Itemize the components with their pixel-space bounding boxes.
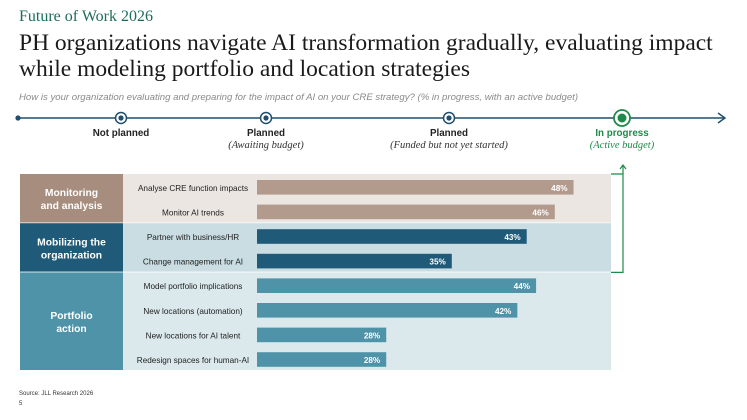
stage-marker-dot-1 — [263, 115, 269, 121]
group-label: Monitoring — [45, 188, 98, 199]
bar-value-label: 48% — [551, 184, 568, 193]
bar — [257, 253, 452, 269]
stage-marker-dot-2 — [446, 115, 452, 121]
stage-1: Planned (Awaiting budget) — [166, 128, 366, 152]
stage-0: Not planned — [21, 128, 221, 140]
bar-value-label: 43% — [504, 233, 521, 242]
progress-timeline — [15, 109, 727, 127]
category-label: New locations (automation) — [143, 307, 242, 316]
group-band — [123, 174, 611, 224]
stage-3: In progress (Active budget) — [522, 128, 722, 152]
category-label: Redesign spaces for human-AI — [137, 356, 249, 365]
stage-label: In progress — [595, 128, 649, 139]
bar — [257, 303, 518, 318]
group-label-band — [20, 223, 123, 273]
source-note: Source: JLL Research 2026 — [19, 391, 94, 397]
category-label: New locations for AI talent — [146, 331, 241, 340]
bracket-arrow-icon — [619, 164, 627, 170]
stage-sublabel: (Funded but not yet started) — [390, 140, 508, 151]
group-label: and analysis — [41, 201, 103, 212]
group-band — [123, 223, 611, 273]
group-label-band — [20, 174, 123, 224]
stage-sublabel: (Awaiting budget) — [228, 140, 304, 151]
stage-2: Planned (Funded but not yet started) — [349, 128, 549, 152]
group-label: action — [56, 324, 86, 335]
timeline-stage-markers — [114, 109, 631, 127]
page-number: 5 — [19, 401, 23, 407]
bar-value-label: 44% — [514, 282, 531, 291]
stage-marker-dot-0 — [118, 115, 124, 121]
bar — [257, 327, 387, 343]
category-label: Partner with business/HR — [147, 233, 239, 242]
bar — [257, 204, 555, 220]
chart-subtitle: How is your organization evaluating and … — [19, 92, 579, 103]
category-label: Change management for AI — [143, 258, 243, 267]
stage-label: Planned — [429, 128, 469, 139]
stage-label: Planned — [246, 128, 286, 139]
group-label-band — [20, 272, 123, 371]
bracket — [611, 173, 624, 273]
group-label: Portfolio — [50, 311, 92, 322]
category-label: Analyse CRE function impacts — [138, 184, 248, 193]
bar-value-label: 28% — [364, 331, 381, 340]
category-label: Model portfolio implications — [144, 282, 243, 291]
bar — [257, 180, 574, 195]
timeline-start-dot — [15, 115, 21, 121]
stage-label: Not planned — [92, 128, 150, 139]
report-eyebrow: Future of Work 2026 — [19, 8, 153, 25]
stage-marker-dot-3 — [617, 113, 627, 123]
group-band — [123, 272, 611, 371]
bar-value-label: 35% — [429, 258, 446, 267]
group-label: Mobilizing the — [37, 237, 106, 248]
bar-value-label: 28% — [364, 356, 381, 365]
page-title: PH organizations navigate AI transformat… — [19, 30, 713, 82]
stage-sublabel: (Active budget) — [589, 140, 655, 151]
category-label: Monitor AI trends — [162, 208, 224, 217]
bar-value-label: 46% — [532, 208, 549, 217]
bar — [257, 352, 387, 367]
timeline-arrow-icon — [717, 112, 727, 124]
bar — [257, 278, 537, 293]
bar — [257, 229, 527, 244]
bar-value-label: 42% — [495, 307, 512, 316]
group-label: organization — [41, 250, 102, 261]
